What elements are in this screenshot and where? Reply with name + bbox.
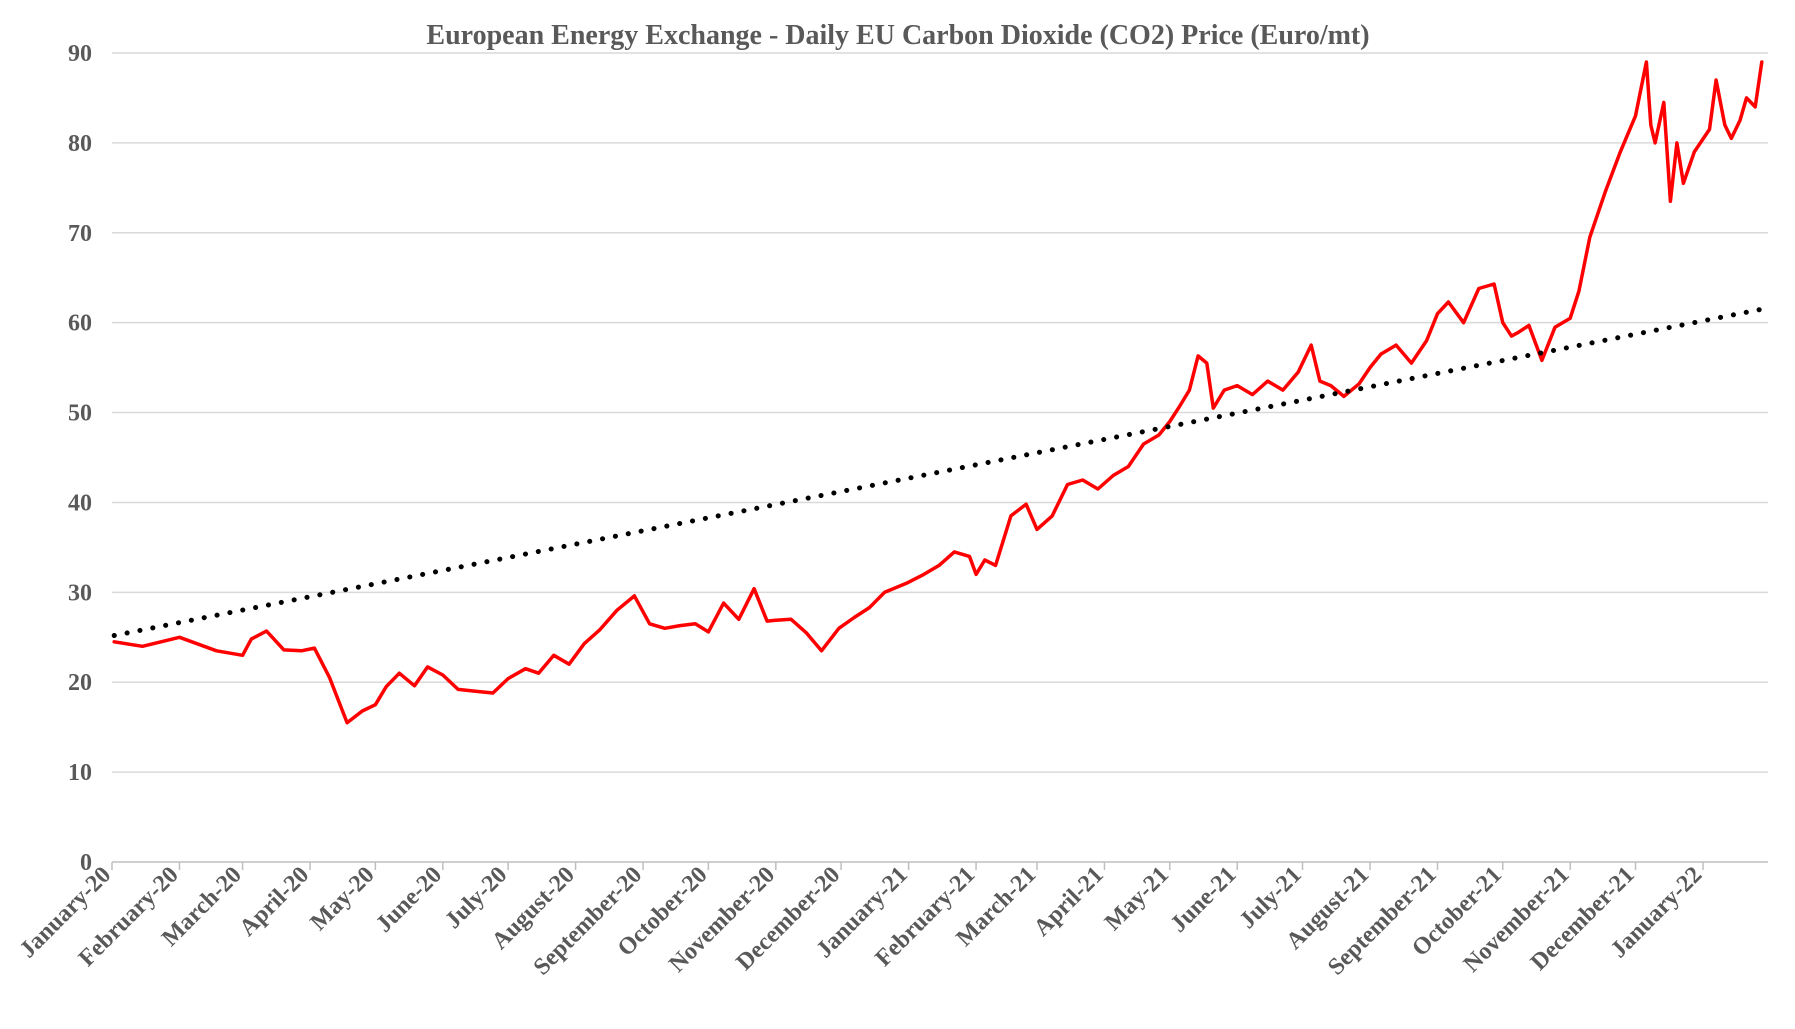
x-tick-label: April-20 [235,862,315,942]
y-tick-label: 10 [68,760,92,786]
x-tick-label: June-20 [371,862,447,938]
x-tick-label: May-21 [1100,862,1174,936]
x-tick-label: April-21 [1029,862,1109,942]
y-tick-label: 20 [68,670,92,696]
x-tick-label: May-20 [306,862,380,936]
y-tick-label: 70 [68,221,92,247]
x-tick-label: June-21 [1166,862,1242,938]
y-tick-label: 60 [68,311,92,337]
trendline [111,306,1765,638]
x-axis-tick-labels: January-20February-20March-20April-20May… [15,862,1707,981]
series-group [111,60,1765,725]
price-series-line [112,60,1764,725]
y-tick-label: 30 [68,580,92,606]
y-axis-tick-labels: 0 10 20 30 40 50 60 70 80 90 [68,41,92,876]
gridlines [112,52,1768,863]
y-tick-label: 0 [80,850,92,876]
chart-title: European Energy Exchange - Daily EU Carb… [426,20,1369,51]
y-tick-label: 40 [68,490,92,516]
y-tick-label: 90 [68,41,92,67]
y-tick-label: 80 [68,131,92,157]
y-tick-label: 50 [68,401,92,427]
